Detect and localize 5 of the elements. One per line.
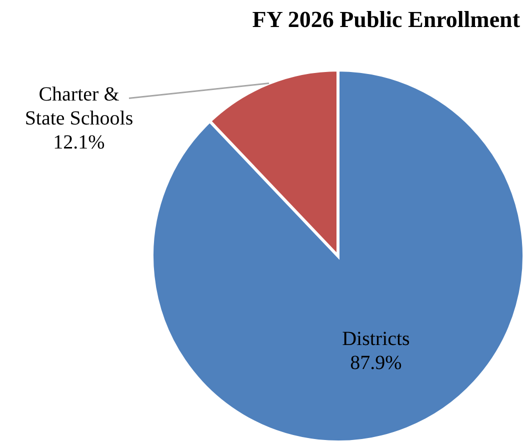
slice-label: Districts	[342, 328, 410, 350]
chart-title: FY 2026 Public Enrollment	[252, 7, 520, 32]
data-label: 12.1%	[53, 131, 105, 154]
slice-label: Charter & State Schools	[24, 83, 134, 130]
data-label: 87.9%	[350, 352, 402, 374]
